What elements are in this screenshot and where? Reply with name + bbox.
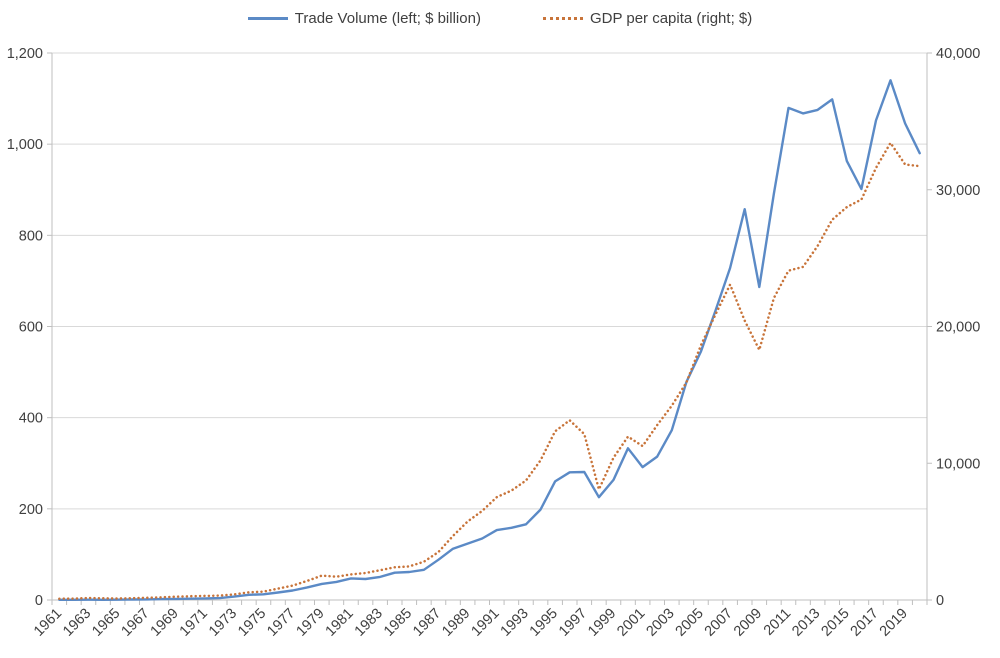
- series-line-gdp-per-capita: [58, 141, 921, 600]
- right-axis-label: 20,000: [936, 320, 980, 336]
- left-axis-label: 200: [19, 502, 43, 518]
- x-axis-label: 1989: [439, 606, 473, 640]
- x-axis-label: 1995: [527, 606, 561, 640]
- dotted-line-icon: [542, 17, 583, 20]
- x-axis-label: 2011: [761, 606, 794, 639]
- legend-label-gdp-per-capita: GDP per capita (right; $): [589, 10, 753, 27]
- right-axis-label: 40,000: [936, 46, 980, 62]
- x-axis-label: 1971: [177, 606, 211, 640]
- left-axis-label: 0: [35, 593, 43, 609]
- x-axis-label: 1987: [410, 606, 444, 640]
- x-axis-label: 1967: [118, 606, 152, 640]
- x-axis-label: 1997: [556, 606, 590, 640]
- x-axis-label: 2017: [848, 606, 882, 640]
- left-axis-label: 1,000: [7, 137, 43, 153]
- x-axis-label: 1983: [352, 606, 386, 640]
- left-axis-label: 400: [19, 411, 43, 427]
- x-axis-label: 1985: [381, 606, 415, 640]
- x-axis-label: 2001: [614, 606, 648, 640]
- left-axis-label: 1,200: [7, 46, 43, 62]
- x-axis-label: 1991: [468, 606, 502, 640]
- x-axis-label: 1979: [293, 606, 327, 640]
- solid-line-icon: [247, 17, 288, 20]
- x-axis-label: 1973: [206, 606, 240, 640]
- x-axis-label: 1975: [235, 606, 269, 640]
- right-axis-label: 0: [936, 593, 944, 609]
- legend-label-trade-volume: Trade Volume (left; $ billion): [294, 10, 481, 27]
- right-axis-label: 30,000: [936, 183, 980, 199]
- x-axis-label: 2015: [818, 606, 852, 640]
- x-axis-label: 2019: [877, 606, 911, 640]
- legend: Trade Volume (left; $ billion) GDP per c…: [0, 10, 1000, 27]
- x-axis-label: 1969: [148, 606, 182, 640]
- x-axis-label: 1961: [31, 606, 65, 640]
- x-axis-label: 1963: [60, 606, 94, 640]
- x-axis-label: 2005: [673, 606, 707, 640]
- right-axis-label: 10,000: [936, 456, 980, 472]
- left-axis-label: 800: [19, 228, 43, 244]
- legend-item-gdp-per-capita: GDP per capita (right; $): [542, 10, 753, 27]
- x-axis-label: 1965: [89, 606, 123, 640]
- x-axis-label: 2013: [789, 606, 823, 640]
- x-axis-label: 2009: [731, 606, 765, 640]
- x-axis-label: 1977: [264, 606, 298, 640]
- x-axis-label: 1993: [498, 606, 532, 640]
- legend-item-trade-volume: Trade Volume (left; $ billion): [247, 10, 481, 27]
- series-line-trade-volume: [58, 79, 921, 601]
- x-axis-label: 2007: [702, 606, 736, 640]
- left-axis-label: 600: [19, 320, 43, 336]
- x-axis-label: 1981: [323, 606, 357, 640]
- x-axis-label: 2003: [643, 606, 677, 640]
- x-axis-label: 1999: [585, 606, 619, 640]
